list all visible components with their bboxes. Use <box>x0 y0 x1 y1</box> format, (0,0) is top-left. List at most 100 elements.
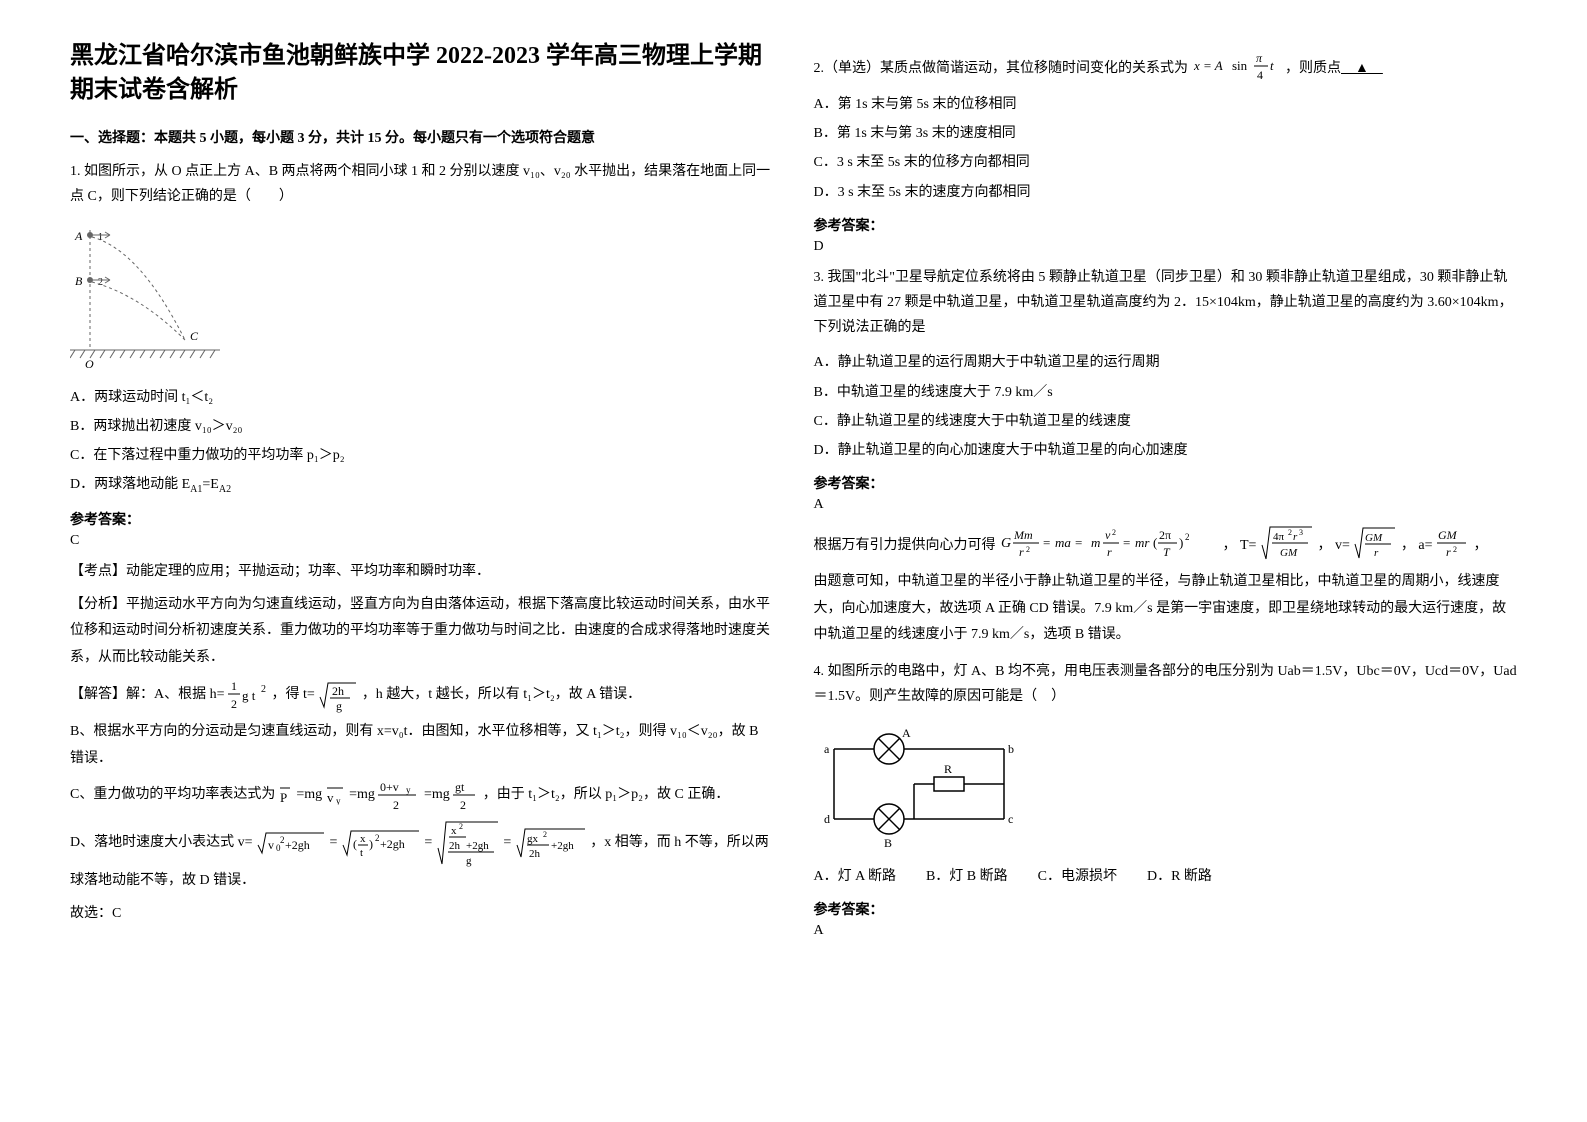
jieda-c-m3: =mg <box>424 788 450 803</box>
q3-ana-m3: ， <box>1401 538 1415 553</box>
svg-text:A: A <box>902 726 911 740</box>
jieda-c-post: ，由于 t₁＞t₂，所以 p₁＞p₂，故 C 正确． <box>483 788 730 803</box>
q1-optd-sub1: A1 <box>190 484 202 495</box>
q3-option-b: B．中轨道卫星的线速度大于 7.9 km／s <box>814 380 1518 405</box>
svg-text:2: 2 <box>460 798 466 812</box>
formula-sqrt-x2-2h-g: x22h+2ghg <box>436 818 500 868</box>
svg-text:c: c <box>1008 812 1013 826</box>
svg-text:4: 4 <box>1257 68 1263 82</box>
svg-text:2: 2 <box>98 277 103 288</box>
q1-optd-eq: =E <box>202 477 218 492</box>
svg-text:g: g <box>466 855 472 867</box>
svg-text:x: x <box>360 833 366 845</box>
svg-text:+2gh: +2gh <box>380 837 405 851</box>
svg-text:2: 2 <box>1112 528 1116 537</box>
svg-text:1: 1 <box>98 232 103 243</box>
svg-text:2: 2 <box>459 822 463 831</box>
formula-gravity-ma: G Mm r2 = ma = m v2 r = mr( 2π T )2 <box>999 525 1219 561</box>
svg-text:2h: 2h <box>529 848 541 860</box>
formula-0vy2: 0+v y2 <box>378 778 420 812</box>
q3-answer-label: 参考答案： <box>814 473 1518 493</box>
q4-diagram: A a b R B d c <box>814 719 1518 854</box>
svg-text:gt: gt <box>455 780 465 794</box>
jieda-d-e1: = <box>330 836 338 851</box>
svg-text:2: 2 <box>1026 545 1030 554</box>
exam-title: 黑龙江省哈尔滨市鱼池朝鲜族中学 2022-2023 学年高三物理上学期期末试卷含… <box>70 40 774 107</box>
q1-option-d: D．两球落地动能 EA1=EA2 <box>70 472 774 499</box>
svg-text:g: g <box>336 699 342 713</box>
section-1-heading: 一、选择题：本题共 5 小题，每小题 3 分，共计 15 分。每小题只有一个选项… <box>70 127 774 147</box>
formula-T: 4π2r3 GM <box>1260 523 1314 563</box>
formula-v: GM r <box>1353 524 1397 562</box>
q3-ana-pre: 根据万有引力提供向心力可得 <box>814 538 996 553</box>
svg-text:): ) <box>369 837 373 851</box>
jieda-c-m1: =mg <box>296 788 322 803</box>
q4-stem: 4. 如图所示的电路中，灯 A、B 均不亮，用电压表测量各部分的电压分别为 Ua… <box>814 659 1518 709</box>
svg-text:2: 2 <box>1185 532 1190 542</box>
svg-text:x = A: x = A <box>1193 58 1223 73</box>
q1-answer-label: 参考答案： <box>70 509 774 529</box>
svg-text:d: d <box>824 812 830 826</box>
q4-option-d: D．R 断路 <box>1147 864 1212 889</box>
svg-text:2: 2 <box>393 798 399 812</box>
q1-stem: 1. 如图所示，从 O 点正上方 A、B 两点将两个相同小球 1 和 2 分别以… <box>70 159 774 209</box>
q2-option-a: A．第 1s 末与第 5s 末的位移相同 <box>814 92 1518 117</box>
q1-jieda-b: B、根据水平方向的分运动是匀速直线运动，则有 x=v₀t．由图知，水平位移相等，… <box>70 719 774 772</box>
q3-option-a: A．静止轨道卫星的运行周期大于中轨道卫星的运行周期 <box>814 350 1518 375</box>
svg-text:v: v <box>268 838 274 852</box>
svg-text:=: = <box>1043 535 1050 550</box>
svg-text:mr: mr <box>1135 535 1150 550</box>
formula-sqrt-v0-2gh: v02+2gh <box>256 829 326 857</box>
svg-text:2: 2 <box>280 835 285 845</box>
svg-text:y: y <box>406 785 411 795</box>
formula-vybar: vy <box>326 785 346 805</box>
q2-stem-pre: 2.（单选）某质点做简谐运动，其位移随时间变化的关系式为 <box>814 61 1189 76</box>
q2-option-d: D．3 s 末至 5s 末的速度方向都相同 <box>814 180 1518 205</box>
q1-jieda-a: 【解答】解：A、根据 h= 12g t2 ，得 t= 2hg ，h 越大，t 越… <box>70 677 774 713</box>
jieda-d-pre: D、落地时速度大小表达式 v= <box>70 836 253 851</box>
svg-text:GM: GM <box>1280 547 1298 559</box>
q1-option-c: C．在下落过程中重力做功的平均功率 p₁＞p₂ <box>70 443 774 468</box>
jieda-c-m2: =mg <box>349 788 375 803</box>
fenxi-text: 平抛运动水平方向为匀速直线运动，竖直方向为自由落体运动，根据下落高度比较运动时间… <box>70 597 770 665</box>
q1-jieda-c: C、重力做功的平均功率表达式为 P =mg vy =mg 0+vy2 =mg g… <box>70 778 774 812</box>
q1-answer: C <box>70 533 774 549</box>
formula-sqrt-2h-g: 2hg <box>318 677 358 713</box>
q2-stem-post: ，则质点 <box>1285 61 1341 76</box>
svg-text:1: 1 <box>231 679 237 693</box>
svg-text:Mm: Mm <box>1013 528 1033 542</box>
svg-text:r: r <box>1107 545 1112 559</box>
q1-guxuan: 故选：C <box>70 901 774 928</box>
formula-sqrt-gx2-2h: gx22h+2gh <box>515 825 587 861</box>
svg-text:(: ( <box>353 837 357 851</box>
q1-optd-sub2: A2 <box>219 484 231 495</box>
kaodian-text: 动能定理的应用；平抛运动；功率、平均功率和瞬时功率． <box>126 564 490 579</box>
formula-half-g-t2: 12g t2 <box>228 678 268 712</box>
svg-text:0+v: 0+v <box>380 780 399 794</box>
formula-asin: x = Asin π 4 t <box>1192 50 1282 82</box>
q4-options: A．灯 A 断路 B．灯 B 断路 C．电源损坏 D．R 断路 <box>814 864 1518 889</box>
svg-text:2h: 2h <box>449 840 461 852</box>
svg-text:B: B <box>75 274 83 288</box>
q2-answer: D <box>814 239 1518 255</box>
jieda-c-pre: C、重力做功的平均功率表达式为 <box>70 788 275 803</box>
svg-text:r: r <box>1446 545 1451 559</box>
q2-stem: 2.（单选）某质点做简谐运动，其位移随时间变化的关系式为 x = Asin π … <box>814 50 1518 82</box>
svg-text:O: O <box>85 357 94 370</box>
svg-text:r: r <box>1293 531 1298 543</box>
q3-option-c: C．静止轨道卫星的线速度大于中轨道卫星的线速度 <box>814 409 1518 434</box>
svg-text:=: = <box>1123 535 1130 550</box>
svg-text:T: T <box>1163 545 1171 559</box>
svg-text:(: ( <box>1153 535 1157 550</box>
svg-text:y: y <box>336 796 341 805</box>
right-column: 2.（单选）某质点做简谐运动，其位移随时间变化的关系式为 x = Asin π … <box>794 40 1538 1082</box>
q3-analysis: 根据万有引力提供向心力可得 G Mm r2 = ma = m v2 r = mr… <box>814 523 1518 563</box>
q3-ana-m2: ， <box>1317 538 1331 553</box>
fenxi-label: 【分析】 <box>70 597 126 612</box>
jieda-d-e3: = <box>503 836 511 851</box>
svg-text:sin: sin <box>1232 58 1248 73</box>
jieda-label: 【解答】 <box>70 688 126 703</box>
svg-text:2: 2 <box>1453 545 1457 554</box>
q1-kaodian: 【考点】动能定理的应用；平抛运动；功率、平均功率和瞬时功率． <box>70 559 774 586</box>
svg-text:a: a <box>824 742 830 756</box>
